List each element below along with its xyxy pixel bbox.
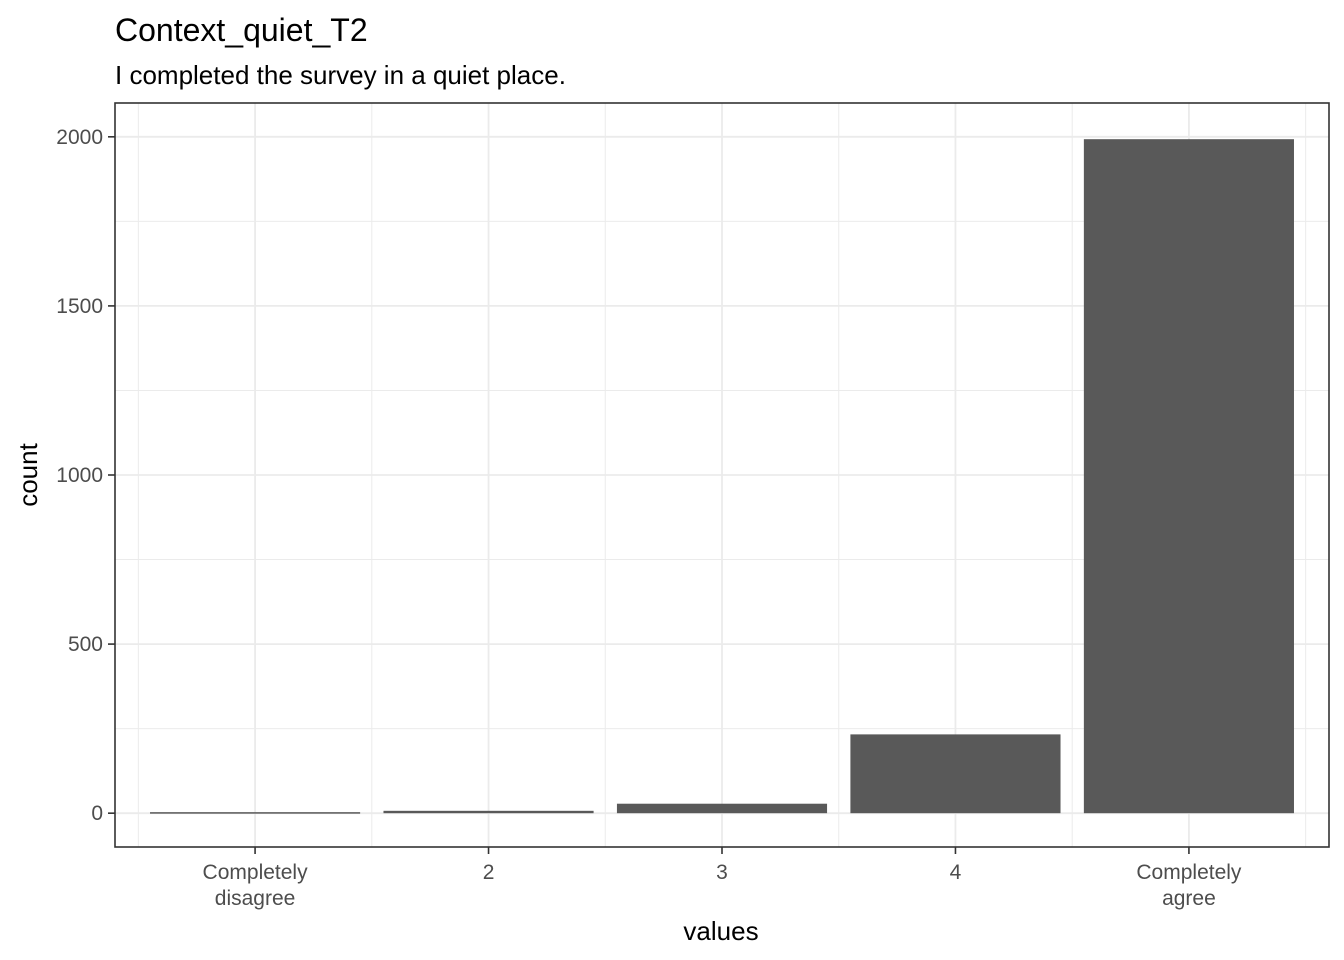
- bar: [150, 812, 361, 814]
- x-tick-label: 2: [483, 861, 495, 884]
- chart-title: Context_quiet_T2: [115, 12, 368, 48]
- y-tick-label: 1000: [56, 464, 103, 487]
- bar: [383, 810, 594, 814]
- x-tick-label: Completely agree: [1136, 861, 1242, 910]
- y-axis: 0 500 1000 1500 2000: [56, 126, 115, 825]
- x-tick-label: Completely disagree: [203, 861, 309, 910]
- y-tick-label: 0: [91, 802, 103, 825]
- bar: [850, 734, 1061, 814]
- x-axis-title: values: [683, 916, 758, 946]
- x-tick-label: 3: [716, 861, 728, 884]
- y-tick-label: 1500: [56, 295, 103, 318]
- bar: [1083, 139, 1294, 814]
- chart-subtitle: I completed the survey in a quiet place.: [115, 60, 566, 90]
- x-tick-label-line: 4: [950, 861, 962, 884]
- x-tick-label-line: agree: [1162, 887, 1216, 910]
- bar: [616, 803, 828, 814]
- x-tick-label-line: Completely: [203, 861, 309, 884]
- x-tick-label-line: disagree: [215, 887, 296, 910]
- x-tick-label-line: 2: [483, 861, 495, 884]
- x-axis: Completely disagree 2 3 4 Completely agree: [203, 847, 1242, 910]
- x-tick-label: 4: [950, 861, 962, 884]
- bars: [150, 139, 1294, 814]
- y-tick-label: 500: [68, 633, 103, 656]
- x-tick-label-line: 3: [716, 861, 728, 884]
- y-axis-title: count: [13, 442, 43, 506]
- x-tick-label-line: Completely: [1136, 861, 1242, 884]
- y-tick-label: 2000: [56, 126, 103, 149]
